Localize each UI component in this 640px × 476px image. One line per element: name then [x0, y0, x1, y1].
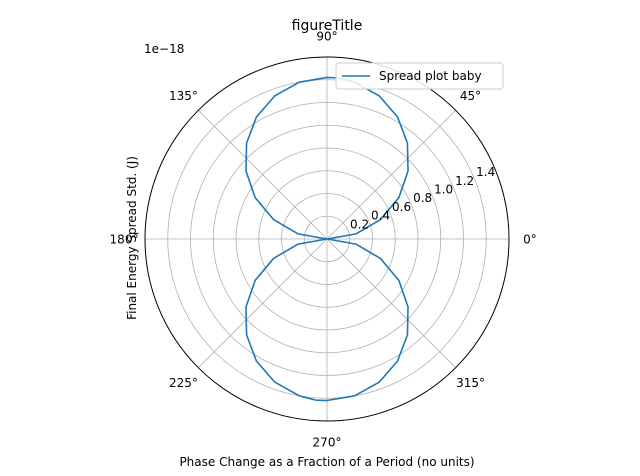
radial-tick-label-5: 1.2 [455, 174, 474, 188]
angle-tick-label-45: 45° [460, 89, 481, 103]
angle-tick-labels: 0° 45° 90° 135° 180° 225° 270° 315° [110, 30, 537, 450]
grid-spoke-225 [198, 238, 328, 368]
radial-tick-label-4: 1.0 [434, 182, 453, 196]
legend-box [335, 62, 504, 90]
grid-spoke-315 [326, 238, 456, 368]
angle-tick-label-180: 180° [110, 233, 139, 247]
angular-grid-spokes [145, 57, 509, 421]
angle-tick-label-90: 90° [316, 30, 337, 44]
y-axis-label: Final Energy Spread Std. (J) [125, 156, 139, 320]
legend-label: Spread plot baby [379, 69, 482, 83]
polar-axes-outline [144, 56, 510, 422]
angle-tick-label-315: 315° [456, 376, 485, 390]
angle-tick-label-0: 0° [523, 233, 537, 247]
radial-tick-label-3: 0.8 [413, 191, 432, 205]
angle-tick-label-135: 135° [169, 89, 198, 103]
grid-spoke-45 [326, 110, 456, 240]
radial-tick-label-6: 1.4 [476, 165, 495, 179]
x-axis-label: Phase Change as a Fraction of a Period (… [179, 455, 474, 469]
radial-tick-label-1: 0.4 [371, 209, 390, 223]
angle-tick-label-270: 270° [313, 436, 342, 450]
radial-tick-label-0: 0.2 [350, 217, 369, 231]
angle-tick-label-225: 225° [169, 376, 198, 390]
legend: Spread plot baby [335, 62, 504, 90]
radial-tick-labels: 0.20.40.60.81.01.21.4 [350, 165, 495, 231]
series-line-spread-plot [245, 76, 409, 402]
radial-tick-label-2: 0.6 [392, 200, 411, 214]
radial-offset-label: 1e−18 [144, 42, 184, 56]
grid-spoke-135 [198, 110, 328, 240]
chart-title: figureTitle [292, 18, 363, 34]
